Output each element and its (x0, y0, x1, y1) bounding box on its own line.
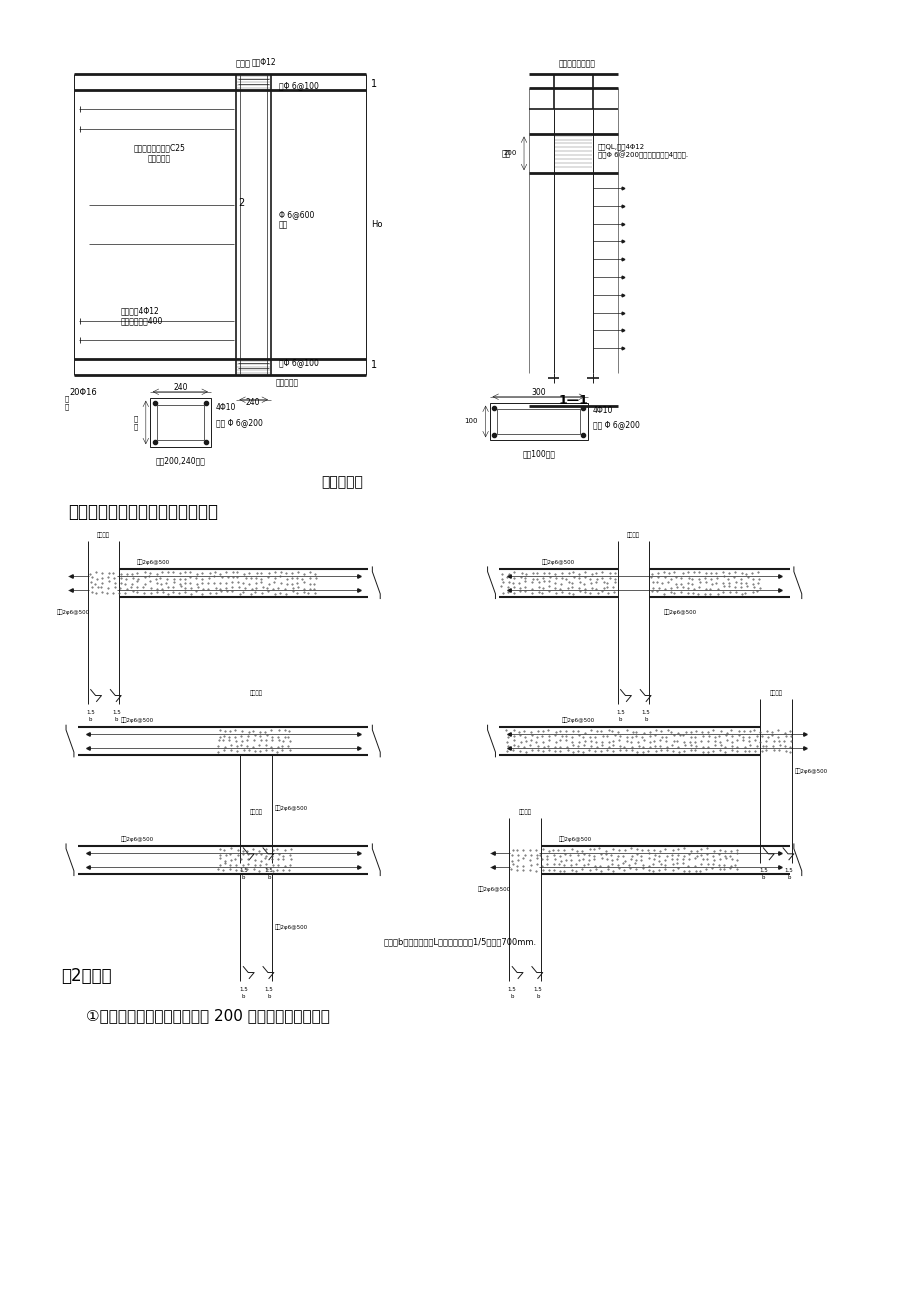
Text: 箍筋 Φ 6@200: 箍筋 Φ 6@200 (216, 418, 262, 427)
Text: （2）过梁: （2）过梁 (61, 967, 111, 986)
Text: 拉筋2φ6@500: 拉筋2φ6@500 (541, 559, 574, 565)
Text: 拉筋2φ6@500: 拉筋2φ6@500 (120, 836, 153, 842)
Text: 用于200,240墙厚: 用于200,240墙厚 (155, 457, 205, 466)
Text: 200: 200 (504, 150, 516, 156)
Text: b: b (787, 875, 789, 880)
Bar (497, 409, 580, 435)
Text: 1.5: 1.5 (265, 868, 273, 874)
Text: 拉筋2φ6@500: 拉筋2φ6@500 (558, 836, 591, 842)
Text: 2: 2 (238, 198, 244, 208)
Text: 拉筋2φ6@500: 拉筋2φ6@500 (794, 768, 827, 773)
Text: 圈梁QL,纵筋4Φ12
箍筋Φ 6@200当墙体高度大于4米设置.: 圈梁QL,纵筋4Φ12 箍筋Φ 6@200当墙体高度大于4米设置. (597, 143, 687, 159)
Text: b: b (89, 717, 92, 721)
Text: 240: 240 (245, 398, 260, 408)
Text: 墙
厚: 墙 厚 (133, 415, 138, 430)
Text: b: b (536, 993, 539, 999)
Text: 用Φ 6@100: 用Φ 6@100 (278, 358, 318, 367)
Text: 拉筋2φ6@500: 拉筋2φ6@500 (120, 717, 153, 723)
Text: b: b (267, 875, 270, 880)
Text: b: b (643, 717, 647, 721)
Text: 240: 240 (173, 383, 187, 392)
Text: b: b (267, 993, 270, 999)
Text: 300: 300 (531, 388, 546, 397)
Text: 拉筋2φ6@500: 拉筋2φ6@500 (561, 717, 594, 723)
Text: 双边布筋: 双边布筋 (518, 810, 531, 815)
Text: 顶砖侧面紧贴梁底: 顶砖侧面紧贴梁底 (558, 60, 595, 69)
Text: b: b (510, 993, 514, 999)
Text: 插筋Φ12: 插筋Φ12 (251, 57, 276, 66)
Text: 孔隙用细石混凝土C25
或砂浆填实: 孔隙用细石混凝土C25 或砂浆填实 (133, 143, 186, 163)
Text: 100: 100 (464, 418, 477, 424)
Text: 拉筋2φ6@500: 拉筋2φ6@500 (275, 924, 308, 930)
Text: 填充墙与构造柱拉筋设置如下图：: 填充墙与构造柱拉筋设置如下图： (68, 503, 218, 521)
Text: 1.5: 1.5 (784, 868, 792, 874)
Text: 1.5: 1.5 (265, 987, 273, 992)
Text: 1.5: 1.5 (86, 710, 95, 715)
Text: 拉筋2φ6@500: 拉筋2φ6@500 (664, 609, 697, 616)
Text: 20Φ16: 20Φ16 (69, 388, 96, 397)
Text: 双边布筋: 双边布筋 (249, 810, 262, 815)
Text: 双边布筋: 双边布筋 (96, 533, 110, 538)
Text: 4Φ10: 4Φ10 (216, 404, 236, 413)
Text: 拉筋2φ6@500: 拉筋2φ6@500 (56, 609, 89, 616)
Text: 用于100墙厚: 用于100墙厚 (522, 449, 555, 458)
Text: 1.5: 1.5 (533, 987, 541, 992)
Text: 1: 1 (371, 361, 377, 370)
Text: 双边布筋: 双边布筋 (626, 533, 639, 538)
Text: 注明：b为墙的宽度，L称长度为墙长的1/5或大于700mm.: 注明：b为墙的宽度，L称长度为墙长的1/5或大于700mm. (383, 937, 536, 947)
Bar (489, 402, 587, 440)
Text: 1: 1 (371, 79, 377, 89)
Text: 1.5: 1.5 (507, 987, 516, 992)
Text: 拉筋2φ6@500: 拉筋2φ6@500 (275, 806, 308, 811)
Text: 墙厚: 墙厚 (502, 148, 511, 158)
Text: b: b (114, 717, 118, 721)
Text: 1.5: 1.5 (239, 987, 247, 992)
Text: 1.5: 1.5 (112, 710, 120, 715)
Text: b: b (761, 875, 765, 880)
Text: 双边布筋: 双边布筋 (769, 691, 782, 697)
Text: 拉筋2φ6@500: 拉筋2φ6@500 (137, 559, 170, 565)
Text: b: b (242, 875, 244, 880)
Bar (156, 405, 204, 440)
Text: ①门、窗洞口过梁，当墙厚为 200 时过梁配筋如下图：: ①门、窗洞口过梁，当墙厚为 200 时过梁配筋如下图： (85, 1009, 329, 1023)
Text: 用Φ 6@100: 用Φ 6@100 (278, 82, 318, 91)
Text: Φ 6@600
拉筋: Φ 6@600 拉筋 (278, 210, 313, 229)
Text: 板或梁: 板或梁 (235, 60, 251, 69)
Text: 1.5: 1.5 (758, 868, 766, 874)
Text: 双边布筋: 双边布筋 (249, 691, 262, 697)
Text: 预留插筋4Φ12
锚入板或梁内400: 预留插筋4Φ12 锚入板或梁内400 (120, 306, 163, 326)
Text: 构造柱断面: 构造柱断面 (321, 475, 362, 488)
Text: 墙
厚: 墙 厚 (64, 396, 69, 410)
Text: 1.5: 1.5 (239, 868, 247, 874)
Text: 或弯入板内: 或弯入板内 (276, 379, 299, 388)
Text: Ho: Ho (371, 220, 382, 229)
Text: 拉筋2φ6@500: 拉筋2φ6@500 (477, 887, 510, 892)
Text: 4Φ10: 4Φ10 (593, 406, 613, 415)
Text: b: b (618, 717, 621, 721)
Text: 1.5: 1.5 (616, 710, 624, 715)
Text: 1.5: 1.5 (641, 710, 650, 715)
Bar (150, 397, 210, 447)
Text: 1—1: 1—1 (558, 395, 587, 408)
Text: 箍筋 Φ 6@200: 箍筋 Φ 6@200 (593, 421, 639, 428)
Text: b: b (242, 993, 244, 999)
